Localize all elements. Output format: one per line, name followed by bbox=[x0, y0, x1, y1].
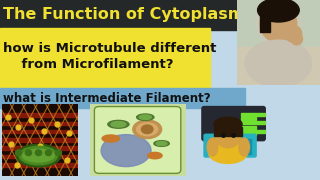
Ellipse shape bbox=[137, 114, 154, 120]
Ellipse shape bbox=[258, 0, 299, 22]
FancyBboxPatch shape bbox=[204, 134, 256, 157]
Ellipse shape bbox=[214, 117, 242, 131]
Bar bbox=[241, 117, 256, 120]
Ellipse shape bbox=[101, 135, 151, 167]
Circle shape bbox=[215, 121, 241, 148]
Ellipse shape bbox=[148, 152, 162, 159]
Circle shape bbox=[45, 150, 52, 156]
Text: The Function of Cytoplasm: The Function of Cytoplasm bbox=[3, 8, 244, 22]
Bar bbox=[2, 130, 78, 133]
Circle shape bbox=[285, 25, 302, 42]
Circle shape bbox=[291, 33, 302, 45]
Ellipse shape bbox=[245, 40, 312, 87]
Ellipse shape bbox=[108, 120, 129, 128]
Bar bbox=[2, 163, 78, 167]
Bar bbox=[209, 139, 251, 154]
Ellipse shape bbox=[207, 138, 218, 156]
Ellipse shape bbox=[139, 115, 151, 120]
Circle shape bbox=[36, 150, 42, 156]
Bar bbox=[237, 46, 320, 85]
Bar bbox=[2, 155, 78, 158]
Bar bbox=[241, 132, 256, 135]
Text: how is Microtubule different
    from Microfilament?: how is Microtubule different from Microf… bbox=[3, 42, 216, 71]
FancyBboxPatch shape bbox=[202, 107, 265, 141]
Bar bbox=[0, 0, 255, 30]
Ellipse shape bbox=[111, 122, 126, 127]
Circle shape bbox=[260, 5, 297, 42]
Circle shape bbox=[141, 125, 153, 134]
Ellipse shape bbox=[255, 3, 301, 45]
Circle shape bbox=[55, 150, 61, 156]
FancyBboxPatch shape bbox=[94, 107, 181, 173]
Bar bbox=[2, 138, 78, 142]
Ellipse shape bbox=[133, 120, 162, 139]
Bar bbox=[214, 127, 242, 136]
Bar bbox=[0, 88, 245, 108]
Ellipse shape bbox=[239, 138, 250, 156]
FancyBboxPatch shape bbox=[86, 102, 189, 178]
Bar bbox=[0, 28, 210, 90]
Ellipse shape bbox=[154, 141, 169, 146]
Bar bbox=[241, 130, 265, 133]
Circle shape bbox=[25, 150, 32, 156]
Bar bbox=[2, 122, 78, 125]
Bar bbox=[241, 122, 265, 124]
Bar bbox=[241, 113, 265, 116]
Bar bbox=[241, 126, 256, 129]
Ellipse shape bbox=[19, 146, 58, 165]
Ellipse shape bbox=[156, 141, 167, 145]
Ellipse shape bbox=[102, 135, 119, 142]
Circle shape bbox=[15, 150, 21, 156]
Bar bbox=[260, 15, 270, 32]
Ellipse shape bbox=[22, 149, 55, 162]
Ellipse shape bbox=[209, 142, 247, 163]
Text: what is Intermediate Filament?: what is Intermediate Filament? bbox=[3, 91, 211, 105]
Bar bbox=[2, 113, 78, 117]
Ellipse shape bbox=[16, 144, 61, 167]
Bar bbox=[2, 147, 78, 150]
Ellipse shape bbox=[137, 123, 158, 136]
